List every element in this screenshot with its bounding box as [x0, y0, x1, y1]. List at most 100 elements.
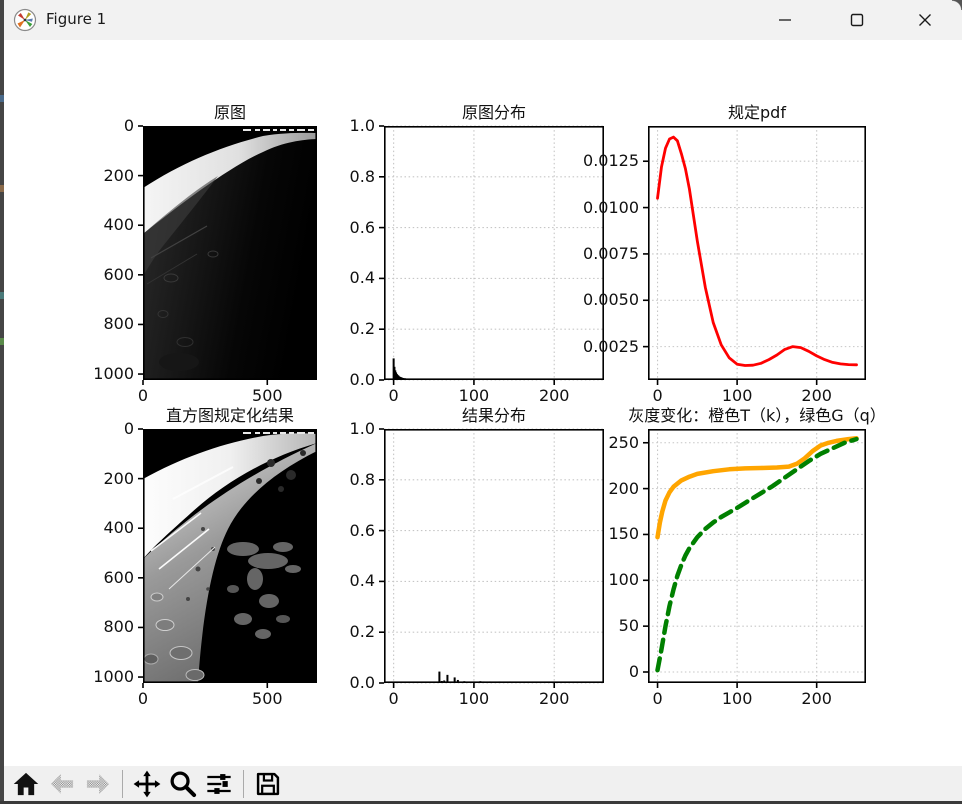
toolbar-separator	[122, 769, 123, 798]
y-tick-label: 600	[103, 264, 134, 284]
original-image-art	[138, 125, 317, 385]
close-icon	[919, 14, 931, 26]
plot-title-result-image: 直方图规定化结果	[165, 406, 295, 425]
x-tick-label: 100	[721, 386, 753, 405]
x-tick-label: 0	[388, 386, 399, 405]
plot-title-specified-pdf: 规定pdf	[728, 103, 786, 122]
x-tick-label: 500	[252, 386, 283, 405]
window-rounded-corner	[952, 0, 962, 10]
minimize-icon	[779, 19, 791, 21]
save-button[interactable]	[250, 768, 286, 800]
y-tick-label: 0.0050	[583, 290, 639, 310]
y-tick-label: 200	[103, 165, 134, 185]
axes-gray-transform[interactable]: 0 100 200 0 50 100 150 200 250	[608, 429, 866, 707]
y-tick-label: 0	[123, 419, 134, 438]
minimize-button[interactable]	[762, 0, 808, 40]
x-tick-label: 0	[652, 689, 663, 708]
axes-result-hist[interactable]: 0 100 200 0.0 0.2 0.4 0.6 0.8 1.0	[350, 421, 604, 707]
original-hist-plot	[379, 125, 604, 385]
y-tick-label: 200	[103, 468, 134, 488]
title-bar[interactable]: Figure 1	[0, 0, 962, 40]
desktop-edge-left	[0, 0, 4, 804]
y-tick-label: 50	[618, 616, 639, 636]
back-arrow-icon	[50, 773, 74, 794]
y-tick-label: 0.2	[349, 622, 375, 642]
y-tick-label: 800	[103, 314, 134, 334]
y-tick-label: 0.6	[349, 520, 375, 540]
forward-arrow-icon	[86, 773, 110, 794]
x-tick-label: 200	[801, 689, 832, 708]
specified-pdf-plot	[643, 126, 866, 385]
x-tick-label: 100	[721, 689, 753, 708]
maximize-icon	[850, 13, 864, 27]
matplotlib-logo-icon	[13, 8, 37, 32]
gray-transform-plot	[643, 429, 866, 688]
pan-button[interactable]	[129, 768, 165, 800]
y-tick-label: 100	[608, 570, 639, 590]
y-tick-label: 0.0025	[583, 336, 639, 356]
axes-original-hist[interactable]: 0 100 200 0.0 0.2 0.4 0.6 0.8 1.0	[350, 118, 604, 404]
axes-specified-pdf[interactable]: 0 100 200 0.0025 0.0050 0.0075 0.0100 0.0125	[583, 126, 866, 404]
y-tick-label: 1000	[93, 364, 134, 384]
y-tick-label: 800	[103, 617, 134, 637]
y-tick-label: 0.0	[349, 370, 375, 389]
y-tick-label: 400	[103, 215, 134, 235]
y-tick-label: 0.8	[349, 166, 375, 186]
x-tick-label: 0	[137, 386, 149, 405]
x-tick-label: 100	[458, 689, 490, 708]
x-tick-label: 0	[137, 689, 149, 708]
y-tick-label: 200	[608, 478, 639, 498]
x-tick-label: 200	[801, 386, 832, 405]
y-tick-label: 0.4	[349, 268, 375, 288]
y-tick-label: 0.2	[349, 319, 375, 339]
close-button[interactable]	[902, 0, 948, 40]
y-tick-label: 150	[608, 524, 639, 544]
y-tick-label: 1.0	[349, 116, 375, 135]
home-button[interactable]	[8, 768, 44, 800]
pan-arrows-icon	[133, 770, 161, 797]
x-tick-label: 200	[538, 689, 570, 708]
y-tick-label: 0.8	[349, 469, 375, 489]
x-tick-label: 500	[252, 689, 283, 708]
image-inscription-marks	[243, 129, 314, 131]
home-icon	[13, 772, 39, 795]
x-tick-label: 200	[538, 386, 570, 405]
sliders-icon	[207, 773, 231, 794]
plot-title-original-hist: 原图分布	[461, 103, 527, 122]
x-tick-label: 0	[652, 386, 663, 405]
y-tick-label: 0.6	[349, 217, 375, 237]
maximize-button[interactable]	[834, 0, 880, 40]
axes-result-image[interactable]: 0 500 0 200 400 600 800 1000	[93, 421, 317, 707]
zoom-button[interactable]	[165, 768, 201, 800]
x-tick-label: 100	[458, 386, 490, 405]
y-tick-label: 0.0	[349, 673, 375, 692]
y-tick-label: 0.0100	[583, 197, 639, 217]
plot-title-result-hist: 结果分布	[461, 406, 527, 425]
result-image-art	[138, 428, 317, 688]
zoom-magnifier-icon	[170, 771, 197, 797]
y-tick-label: 0.4	[349, 571, 375, 591]
configure-subplots-button[interactable]	[201, 768, 237, 800]
y-tick-label: 0.0075	[583, 243, 639, 263]
back-button[interactable]	[44, 768, 80, 800]
save-floppy-icon	[256, 772, 280, 795]
y-tick-label: 0	[123, 116, 134, 135]
y-tick-label: 600	[103, 567, 134, 587]
y-tick-label: 1.0	[349, 419, 375, 438]
plot-title-gray-transform: 灰度变化：橙色T（k），绿色G（q）	[628, 406, 886, 425]
y-tick-label: 250	[608, 432, 639, 452]
toolbar-separator	[243, 769, 244, 798]
y-tick-label: 1000	[93, 667, 134, 687]
image-inscription-marks	[243, 432, 314, 434]
x-tick-label: 0	[388, 689, 399, 708]
y-tick-label: 0	[628, 661, 639, 681]
axes-original-image[interactable]: 0 500 0 200 400 600 800 1000	[93, 118, 317, 404]
plot-title-original-image: 原图	[213, 103, 247, 122]
navigation-toolbar	[0, 766, 962, 801]
forward-button[interactable]	[80, 768, 116, 800]
window-title: Figure 1	[46, 10, 107, 28]
result-hist-plot	[379, 428, 604, 688]
y-tick-label: 0.0125	[583, 151, 639, 171]
y-tick-label: 400	[103, 518, 134, 538]
